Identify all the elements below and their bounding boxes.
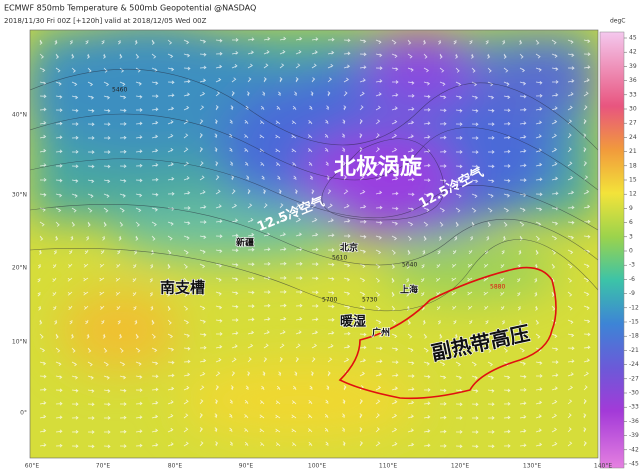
title: ECMWF 850mb Temperature & 500mb Geopoten… bbox=[4, 4, 256, 13]
longitude-label: 60°E bbox=[25, 463, 40, 470]
colorbar-tick-label: -45 bbox=[629, 461, 639, 468]
colorbar-tick-label: 45 bbox=[629, 35, 637, 42]
annotation: 暖湿 bbox=[340, 314, 366, 330]
contour-label: 5460 bbox=[112, 87, 127, 94]
annotation: 广州 bbox=[372, 327, 390, 339]
colorbar-tick-label: 6 bbox=[629, 219, 633, 226]
colorbar-tick-label: -24 bbox=[629, 361, 639, 368]
colorbar-tick-label: 0 bbox=[629, 248, 633, 255]
colorbar-tick-label: -33 bbox=[629, 404, 639, 411]
latitude-label: 10°N bbox=[12, 339, 27, 346]
colorbar-tick-label: 42 bbox=[629, 49, 637, 56]
colorbar-tick-label: 27 bbox=[629, 120, 637, 127]
colorbar-tick-label: 33 bbox=[629, 91, 637, 98]
colorbar-tick-label: 39 bbox=[629, 63, 637, 70]
colorbar-tick-label: -21 bbox=[629, 347, 639, 354]
longitude-label: 70°E bbox=[96, 463, 111, 470]
colorbar-tick-label: -6 bbox=[629, 276, 635, 283]
annotation: 新疆 bbox=[236, 237, 254, 249]
colorbar-tick-label: -9 bbox=[629, 290, 635, 297]
latitude-label: 20°N bbox=[12, 265, 27, 272]
contour-label: 5610 bbox=[332, 255, 347, 262]
contour-label: 5730 bbox=[362, 297, 377, 304]
longitude-label: 120°E bbox=[451, 463, 469, 470]
longitude-label: 140°E bbox=[594, 463, 612, 470]
colorbar-tick-label: 18 bbox=[629, 162, 637, 169]
longitude-label: 90°E bbox=[239, 463, 254, 470]
colorbar-tick-label: 15 bbox=[629, 177, 637, 184]
colorbar-tick-label: 12 bbox=[629, 191, 637, 198]
annotation: 北京 bbox=[340, 242, 358, 254]
colorbar-tick-label: 3 bbox=[629, 233, 633, 240]
colorbar-tick-label: -15 bbox=[629, 319, 639, 326]
colorbar-tick-label: 9 bbox=[629, 205, 633, 212]
colorbar-tick-label: 21 bbox=[629, 148, 637, 155]
contour-label: 5880 bbox=[490, 284, 505, 291]
latitude-label: 30°N bbox=[12, 192, 27, 199]
longitude-label: 110°E bbox=[379, 463, 397, 470]
colorbar-tick-label: -18 bbox=[629, 333, 639, 340]
subtitle: 2018/11/30 Fri 00Z [+120h] valid at 2018… bbox=[4, 17, 207, 25]
annotation: 北极涡旋 bbox=[334, 154, 423, 180]
latitude-label: 0° bbox=[20, 410, 27, 417]
longitude-label: 130°E bbox=[523, 463, 541, 470]
map bbox=[30, 30, 598, 458]
colorbar-tick-label: -30 bbox=[629, 390, 639, 397]
annotation: 上海 bbox=[400, 284, 418, 296]
colorbar-tick-label: -27 bbox=[629, 375, 639, 382]
colorbar-tick-label: 24 bbox=[629, 134, 637, 141]
latitude-label: 40°N bbox=[12, 112, 27, 119]
longitude-label: 80°E bbox=[168, 463, 183, 470]
colorbar-tick-label: 36 bbox=[629, 77, 637, 84]
colorbar-unit: degC bbox=[610, 18, 626, 25]
colorbar-tick-label: -39 bbox=[629, 432, 639, 439]
longitude-label: 100°E bbox=[308, 463, 326, 470]
colorbar-tick-label: 30 bbox=[629, 106, 637, 113]
colorbar bbox=[599, 31, 625, 469]
colorbar-tick-label: -42 bbox=[629, 446, 639, 453]
colorbar-tick-label: -12 bbox=[629, 304, 639, 311]
annotation: 南支槽 bbox=[160, 279, 205, 297]
contour-label: 5700 bbox=[322, 297, 337, 304]
subtropical-high-outline bbox=[338, 266, 557, 400]
colorbar-tick-label: -36 bbox=[629, 418, 639, 425]
contour-label: 5640 bbox=[402, 262, 417, 269]
colorbar-tick-label: -3 bbox=[629, 262, 635, 269]
